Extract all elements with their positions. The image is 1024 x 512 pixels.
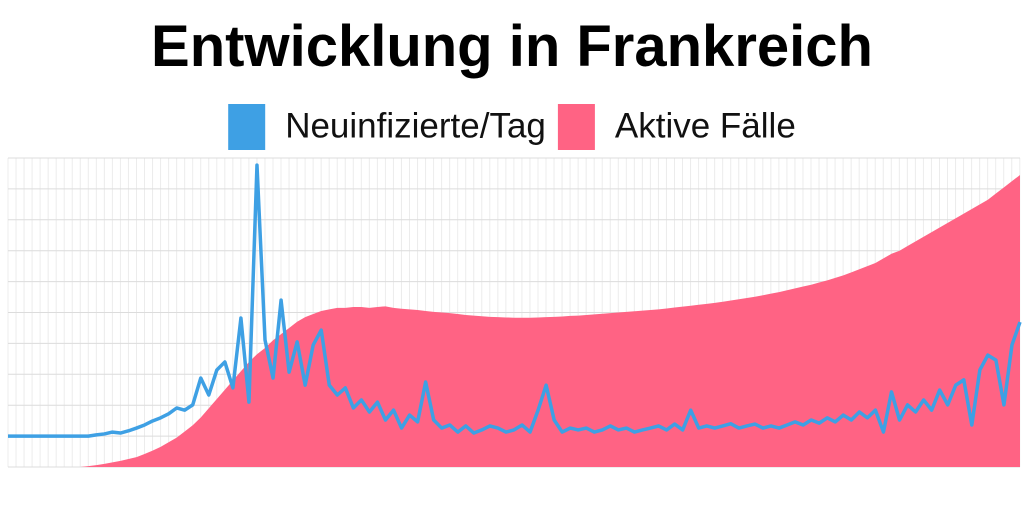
legend-label: Aktive Fälle xyxy=(615,106,796,145)
plot xyxy=(8,163,1022,467)
legend-label: Neuinfizierte/Tag xyxy=(285,106,546,145)
legend: Neuinfizierte/Tag Aktive Fälle xyxy=(228,104,796,150)
line xyxy=(8,163,1022,438)
chart-title: Entwicklung in Frankreich xyxy=(151,14,873,79)
legend-swatch xyxy=(557,104,595,150)
area xyxy=(8,175,1020,467)
legend-swatch xyxy=(228,104,266,150)
